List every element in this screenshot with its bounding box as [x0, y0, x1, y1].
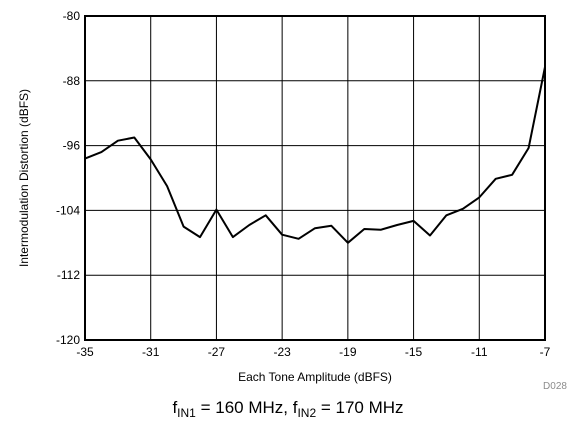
x-tick-label: -35 — [76, 345, 94, 359]
y-tick-label: -104 — [56, 203, 80, 217]
y-axis-title: Intermodulation Distortion (dBFS) — [17, 89, 31, 267]
chart-caption: fIN1 = 160 MHz, fIN2 = 170 MHz — [0, 398, 576, 420]
y-tick-label: -96 — [63, 139, 81, 153]
x-tick-label: -11 — [471, 345, 488, 359]
caption-value-2: = 170 MHz — [316, 398, 404, 417]
x-tick-label: -15 — [405, 345, 423, 359]
y-tick-label: -112 — [57, 268, 80, 282]
series-line — [84, 66, 546, 244]
x-tick-label: -31 — [142, 345, 160, 359]
caption-f2: f — [292, 398, 298, 417]
x-tick-label: -27 — [208, 345, 226, 359]
y-tick-label: -88 — [63, 74, 81, 88]
caption-sub-in1: IN1 — [177, 406, 196, 420]
y-tick-label: -120 — [56, 333, 80, 347]
x-axis-title: Each Tone Amplitude (dBFS) — [238, 370, 392, 384]
x-tick-label: -7 — [540, 345, 551, 359]
grid-lines — [85, 16, 545, 340]
x-tick-label: -19 — [339, 345, 357, 359]
y-tick-label: -80 — [63, 9, 81, 23]
series-group — [84, 66, 546, 244]
y-tick-labels: -80 -88 -96 -104 -112 -120 — [56, 9, 80, 347]
plot-frame — [84, 15, 546, 341]
caption-f1: f — [172, 398, 178, 417]
caption-sub-in2: IN2 — [297, 406, 317, 420]
figure-code: D028 — [543, 381, 567, 392]
x-tick-labels: -35 -31 -27 -23 -19 -15 -11 -7 — [76, 345, 550, 359]
caption-value-1: = 160 MHz, — [195, 398, 293, 417]
x-tick-label: -23 — [273, 345, 291, 359]
